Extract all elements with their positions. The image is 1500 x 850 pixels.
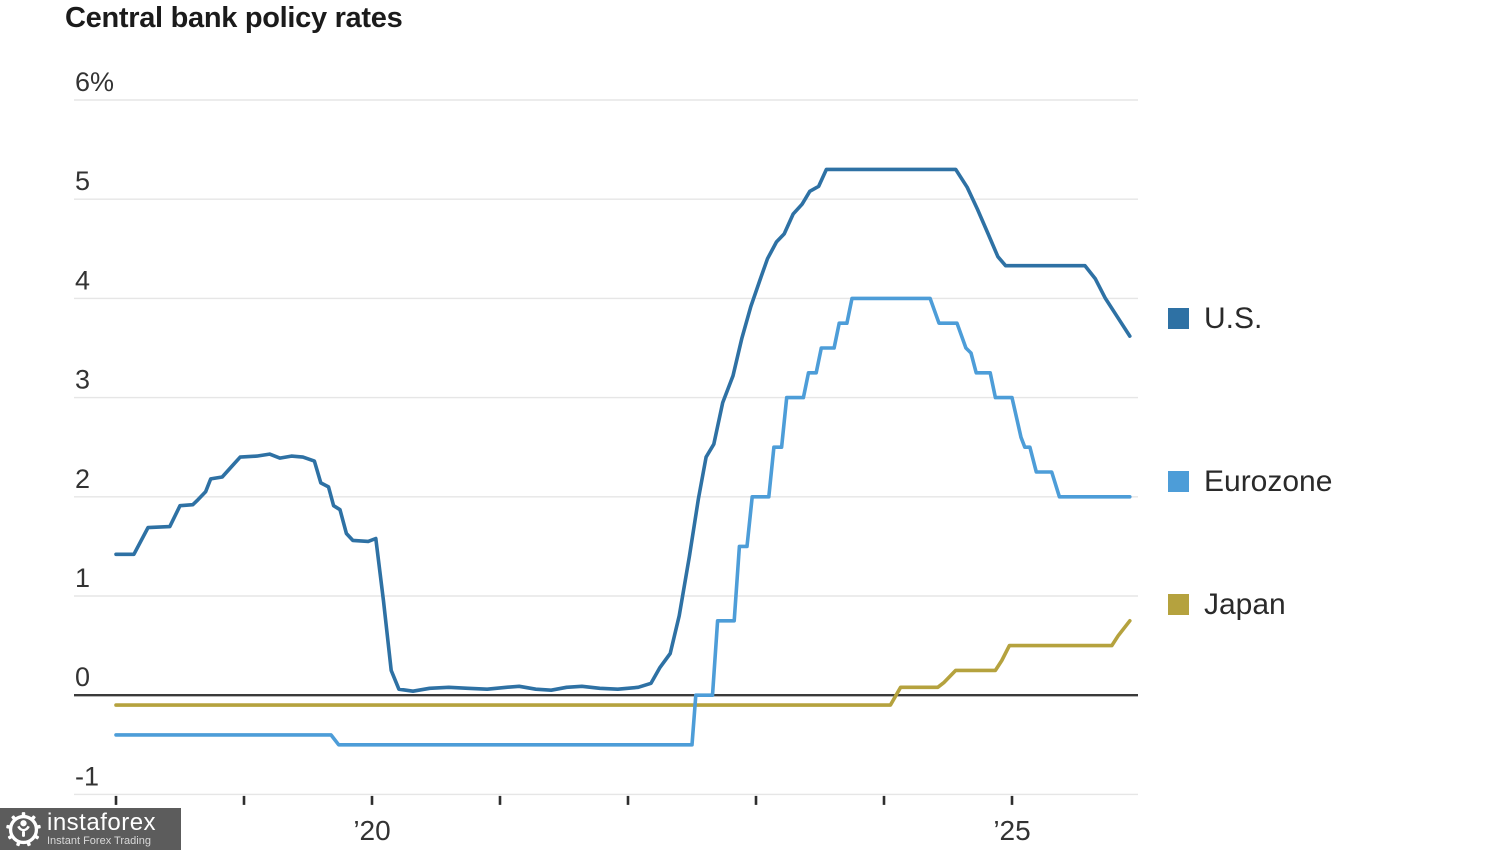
legend-label-us: U.S. (1204, 302, 1263, 335)
y-axis-label: 1 (75, 563, 90, 593)
legend-item-us: U.S. (1168, 303, 1262, 334)
eurozone-color-swatch (1168, 471, 1189, 492)
y-axis-label: 3 (75, 365, 90, 395)
x-axis-label: ’20 (353, 815, 390, 846)
watermark-tagline: Instant Forex Trading (47, 835, 151, 847)
series-line-us (114, 167, 1132, 694)
legend-item-japan: Japan (1168, 589, 1286, 620)
series-line-eurozone (114, 296, 1132, 747)
watermark-brand: instaforex (47, 809, 157, 836)
y-axis-label: 0 (75, 662, 90, 692)
legend-item-eurozone: Eurozone (1168, 466, 1332, 497)
x-axis-label: ’25 (993, 815, 1030, 846)
y-axis-label: 4 (75, 265, 90, 295)
us-color-swatch (1168, 308, 1189, 329)
page-title: Central bank policy rates (65, 2, 403, 34)
y-axis-label: 5 (75, 166, 90, 196)
series-line-japan (114, 618, 1132, 707)
legend-label-japan: Japan (1204, 588, 1286, 621)
japan-color-swatch (1168, 594, 1189, 615)
y-axis-label: -1 (75, 761, 99, 791)
y-axis-label: 6% (75, 67, 114, 97)
chart-legend: U.S. Eurozone Japan (1168, 0, 1468, 850)
instaforex-watermark: instaforex Instant Forex Trading (0, 808, 181, 850)
instaforex-gear-person-icon (6, 811, 41, 846)
y-axis-label: 2 (75, 464, 90, 494)
legend-label-eurozone: Eurozone (1204, 465, 1333, 498)
